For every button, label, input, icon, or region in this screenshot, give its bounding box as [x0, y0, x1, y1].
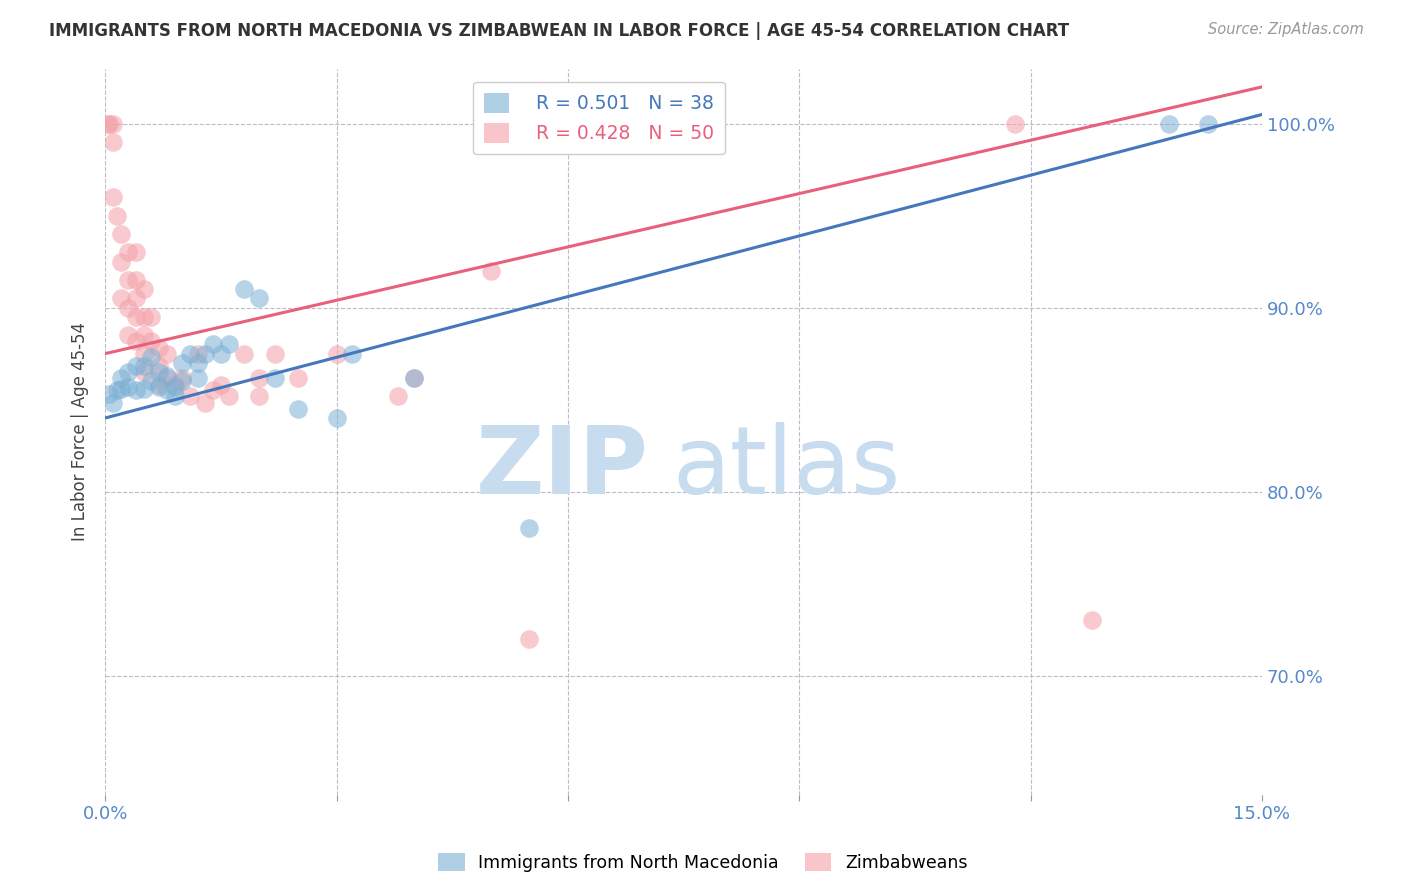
Point — [125, 273, 148, 287]
Point — [117, 365, 139, 379]
Point — [194, 346, 217, 360]
Point — [163, 380, 186, 394]
Point — [172, 370, 194, 384]
Point — [117, 245, 139, 260]
Point — [249, 389, 271, 403]
Point — [517, 521, 540, 535]
Point — [98, 117, 121, 131]
Point — [117, 301, 139, 315]
Legend:   R = 0.501   N = 38,   R = 0.428   N = 50: R = 0.501 N = 38, R = 0.428 N = 50 — [474, 81, 725, 154]
Point — [148, 377, 170, 392]
Point — [263, 346, 285, 360]
Point — [132, 382, 155, 396]
Point — [110, 370, 132, 384]
Text: atlas: atlas — [672, 422, 900, 514]
Point — [110, 227, 132, 241]
Point — [172, 374, 194, 388]
Point — [101, 190, 124, 204]
Point — [101, 135, 124, 149]
Point — [209, 377, 232, 392]
Point — [249, 370, 271, 384]
Point — [233, 346, 256, 360]
Point — [479, 264, 502, 278]
Point — [325, 411, 347, 425]
Point — [218, 389, 240, 403]
Point — [141, 351, 163, 365]
Point — [110, 254, 132, 268]
Point — [117, 328, 139, 343]
Point — [125, 334, 148, 348]
Point — [1197, 117, 1219, 131]
Point — [132, 328, 155, 343]
Point — [218, 337, 240, 351]
Point — [194, 396, 217, 410]
Point — [105, 209, 128, 223]
Point — [132, 365, 155, 379]
Point — [132, 359, 155, 374]
Point — [125, 292, 148, 306]
Point — [163, 377, 186, 392]
Point — [132, 282, 155, 296]
Point — [101, 117, 124, 131]
Point — [179, 389, 201, 403]
Point — [125, 310, 148, 324]
Point — [132, 310, 155, 324]
Point — [125, 384, 148, 398]
Point — [148, 341, 170, 355]
Point — [101, 396, 124, 410]
Point — [387, 389, 409, 403]
Point — [156, 368, 179, 383]
Point — [263, 370, 285, 384]
Y-axis label: In Labor Force | Age 45-54: In Labor Force | Age 45-54 — [72, 322, 89, 541]
Point — [105, 384, 128, 398]
Point — [402, 370, 425, 384]
Point — [517, 632, 540, 646]
Point — [125, 359, 148, 374]
Point — [156, 384, 179, 398]
Point — [179, 346, 201, 360]
Text: IMMIGRANTS FROM NORTH MACEDONIA VS ZIMBABWEAN IN LABOR FORCE | AGE 45-54 CORRELA: IMMIGRANTS FROM NORTH MACEDONIA VS ZIMBA… — [49, 22, 1070, 40]
Point — [148, 380, 170, 394]
Point — [117, 380, 139, 394]
Point — [141, 334, 163, 348]
Point — [156, 370, 179, 384]
Point — [110, 292, 132, 306]
Text: Source: ZipAtlas.com: Source: ZipAtlas.com — [1208, 22, 1364, 37]
Point — [209, 346, 232, 360]
Point — [125, 245, 148, 260]
Point — [202, 384, 225, 398]
Point — [163, 389, 186, 403]
Point — [1159, 117, 1181, 131]
Point — [98, 387, 121, 401]
Point — [1004, 117, 1026, 131]
Point — [156, 346, 179, 360]
Point — [1081, 613, 1104, 627]
Point — [325, 346, 347, 360]
Point — [287, 401, 309, 416]
Legend: Immigrants from North Macedonia, Zimbabweans: Immigrants from North Macedonia, Zimbabw… — [432, 847, 974, 879]
Point — [110, 382, 132, 396]
Point — [402, 370, 425, 384]
Point — [148, 359, 170, 374]
Point — [287, 370, 309, 384]
Point — [96, 117, 118, 131]
Point — [141, 310, 163, 324]
Point — [187, 346, 209, 360]
Point — [148, 365, 170, 379]
Point — [172, 356, 194, 370]
Point — [340, 346, 363, 360]
Point — [233, 282, 256, 296]
Text: ZIP: ZIP — [477, 422, 648, 514]
Point — [132, 346, 155, 360]
Point — [141, 374, 163, 388]
Point — [117, 273, 139, 287]
Point — [187, 356, 209, 370]
Point — [187, 370, 209, 384]
Point — [202, 337, 225, 351]
Point — [249, 292, 271, 306]
